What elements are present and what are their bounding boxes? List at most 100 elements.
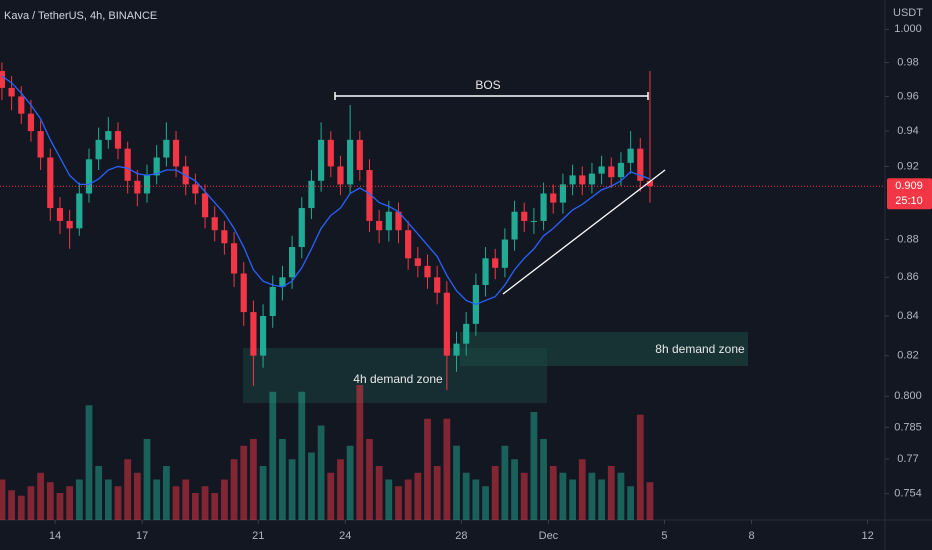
volume-bar: [578, 459, 586, 520]
candle-body: [221, 230, 228, 244]
trend-line: [502, 169, 666, 295]
volume-bar: [56, 493, 64, 520]
candle-body: [463, 323, 470, 344]
volume-bar: [646, 482, 654, 520]
x-tick-label: 12: [861, 530, 873, 542]
volume-bar: [636, 414, 644, 520]
y-tick-label: 0.84: [897, 310, 918, 322]
candle-body: [27, 113, 35, 132]
volume-bar: [317, 425, 325, 520]
volume-bar: [124, 459, 132, 520]
x-tick-label: 21: [252, 530, 264, 542]
y-tick-label: 0.92: [897, 160, 918, 172]
volume-bar: [472, 479, 480, 520]
candle-body: [153, 157, 160, 176]
volume-bar: [0, 479, 6, 520]
demand-zone-8h: [460, 332, 748, 366]
volume-bar: [66, 486, 74, 520]
candle-body: [608, 166, 615, 178]
candle-body: [134, 180, 141, 194]
volume-bar: [491, 466, 499, 520]
candle-body: [627, 148, 634, 163]
candle-body: [259, 316, 267, 356]
volume-bar: [143, 439, 151, 520]
candle-body: [37, 131, 44, 158]
candle-body: [18, 96, 25, 114]
volume-bar: [153, 479, 161, 520]
volume-bar: [453, 445, 460, 520]
price-label-box: [887, 178, 932, 210]
volume-bar: [250, 439, 257, 520]
y-tick-label: 0.77: [897, 453, 918, 465]
candle-body: [289, 247, 296, 278]
candle-body: [598, 166, 605, 174]
y-tick-label: 0.94: [897, 125, 918, 137]
x-tick-label: 24: [339, 530, 351, 542]
candle-body: [66, 220, 73, 229]
volume-bar: [501, 445, 509, 520]
candle-body: [405, 230, 412, 259]
candle-body: [366, 170, 373, 221]
volume-bar: [298, 391, 306, 520]
volume-bar: [530, 412, 538, 520]
candle-body: [95, 139, 102, 160]
volume-bar: [549, 466, 557, 520]
volume-bar: [356, 385, 364, 520]
volume-bar: [404, 479, 412, 520]
y-tick-label: 0.88: [897, 233, 918, 245]
volume-bar: [540, 439, 547, 520]
volume-bar: [221, 479, 228, 520]
volume-bar: [27, 486, 35, 520]
x-tick-label: 5: [661, 530, 667, 542]
x-tick-label: Dec: [539, 530, 559, 542]
candle-body: [76, 193, 83, 229]
candle-body: [105, 131, 112, 140]
volume-bar: [85, 405, 93, 520]
candle-body: [414, 258, 421, 266]
volume-bar: [37, 472, 45, 520]
candle-body: [8, 87, 15, 97]
volume-bar: [191, 493, 199, 520]
candle-body: [0, 70, 6, 88]
volume-bar: [346, 445, 354, 520]
candle-body: [56, 208, 64, 221]
volume-bar: [375, 466, 383, 520]
volume-bar: [230, 459, 238, 520]
volume-bar: [443, 418, 451, 520]
price-label: 0.909: [895, 180, 923, 192]
volume-bar: [211, 493, 219, 520]
volume-bar: [114, 486, 122, 520]
candle-body: [579, 175, 586, 185]
volume-bar: [337, 459, 344, 520]
candle-body: [279, 277, 286, 287]
volume-bar: [559, 472, 567, 520]
x-tick-label: 17: [136, 530, 148, 542]
candle-body: [85, 159, 93, 194]
volume-bar: [17, 495, 25, 520]
candle-body: [298, 208, 305, 248]
candle-body: [637, 148, 644, 181]
candle-body: [559, 184, 567, 203]
volume-bar: [414, 472, 422, 520]
candle-body: [230, 243, 238, 274]
candle-body: [327, 139, 334, 167]
volume-bar: [569, 479, 576, 520]
volume-bar: [482, 486, 489, 520]
volume-bar: [240, 445, 248, 520]
candle-body: [569, 175, 576, 185]
candle-body: [443, 292, 450, 356]
candle-body: [124, 148, 131, 181]
candle-body: [192, 184, 199, 194]
candle-body: [337, 166, 344, 185]
volume-bar: [327, 472, 335, 520]
volume-bar: [627, 486, 635, 520]
candle-body: [143, 175, 151, 194]
countdown-label: 25:10: [895, 195, 923, 207]
volume-bar: [588, 472, 596, 520]
y-tick-label: 0.86: [897, 271, 918, 283]
candle-body: [47, 157, 54, 209]
candle-body: [250, 312, 257, 356]
candle-body: [211, 217, 218, 231]
candle-body: [530, 220, 537, 222]
